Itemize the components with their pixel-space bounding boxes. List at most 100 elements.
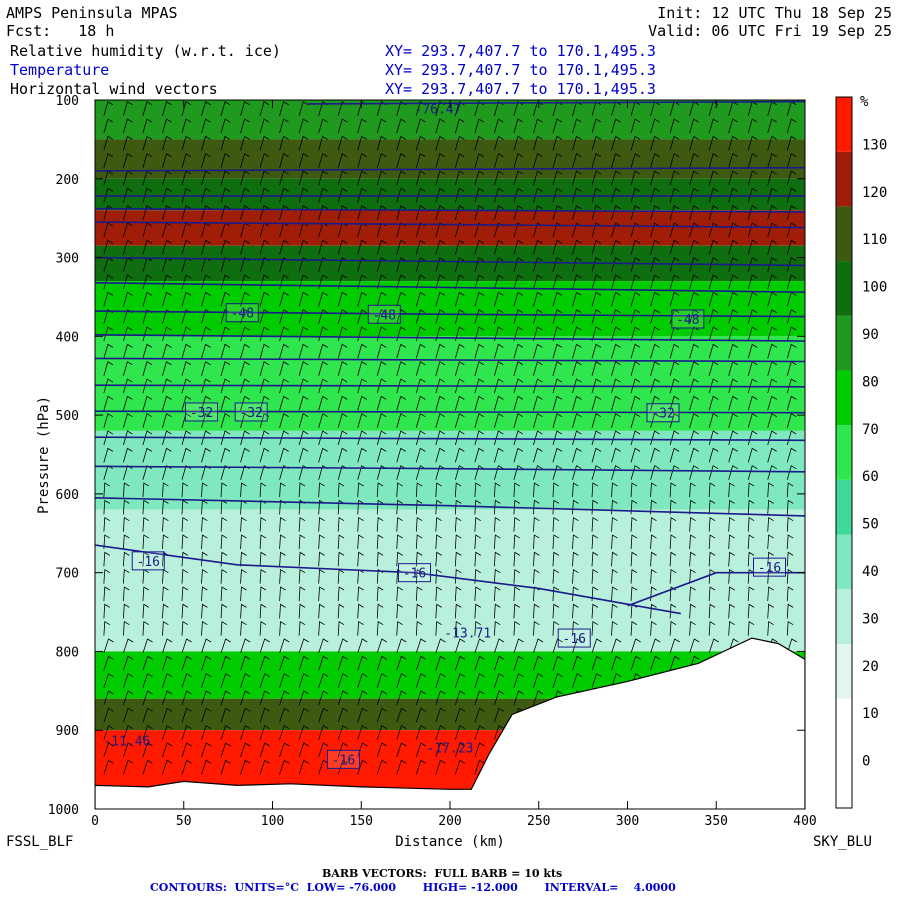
wind-barb-1277	[435, 707, 446, 723]
colorbar-tick-label-3: 30	[862, 611, 879, 627]
wind-barb-169	[591, 170, 602, 186]
wind-barb-1209	[513, 673, 524, 688]
wind-barb-8	[259, 101, 270, 116]
wind-barb-491	[552, 326, 563, 342]
wind-barb-875	[318, 517, 325, 532]
wind-barb-800	[259, 482, 267, 498]
wind-barb-166	[533, 170, 543, 186]
wind-barb-745	[591, 447, 602, 463]
wind-barb-1142	[611, 638, 622, 654]
wind-barb-916	[415, 534, 423, 550]
wind-barb-903	[162, 534, 169, 550]
wind-barb-1372	[181, 759, 192, 775]
wind-barb-906	[220, 534, 228, 550]
wind-barb-876	[337, 517, 345, 532]
wind-barb-953	[435, 551, 442, 567]
wind-barb-844	[415, 499, 423, 515]
wind-barb-108	[103, 153, 114, 168]
wind-barb-1173	[513, 655, 524, 671]
wind-barb-1112	[728, 621, 735, 636]
wind-barb-282	[689, 222, 699, 238]
wind-barb-39	[162, 118, 172, 134]
wind-barb-98	[611, 135, 621, 151]
temperature-contour-14	[95, 497, 805, 517]
wind-barb-1108	[650, 621, 657, 636]
wind-barb-1078	[767, 603, 774, 619]
wind-barb-1387	[474, 759, 485, 775]
wind-barb-181	[123, 187, 133, 203]
wind-barb-1105	[591, 621, 599, 636]
wind-barb-1082	[142, 621, 150, 636]
corner-label-right: SKY_BLU	[813, 834, 872, 850]
wind-barb-189	[279, 187, 289, 203]
wind-barb-1034	[611, 586, 618, 602]
wind-barb-867	[162, 517, 169, 532]
wind-barb-183	[162, 187, 172, 203]
wind-barb-970	[767, 551, 774, 567]
wind-barb-1065	[513, 603, 521, 619]
wind-barb-421	[591, 291, 602, 307]
wind-barb-965	[669, 551, 677, 567]
wind-barb-384	[572, 274, 582, 290]
wind-barb-192	[337, 187, 348, 203]
wind-barb-516	[337, 343, 348, 359]
wind-barb-989	[435, 569, 442, 584]
wind-barb-128	[493, 153, 504, 168]
wind-barb-1153	[123, 655, 134, 671]
wind-barb-711	[630, 430, 641, 446]
wind-barb-65	[669, 118, 680, 134]
colorbar-tick-label-8: 80	[862, 374, 879, 390]
wind-barb-945	[279, 551, 286, 567]
wind-barb-1334	[142, 742, 153, 758]
wind-barb-993	[513, 569, 521, 584]
wind-barb-700	[415, 430, 426, 446]
wind-barb-1371	[162, 759, 173, 775]
wind-barb-1234	[298, 690, 309, 706]
wind-barb-658	[298, 413, 309, 428]
wind-barb-1195	[240, 673, 251, 688]
colorbar-tick-label-9: 90	[862, 327, 879, 343]
temperature-contour-16	[627, 571, 805, 607]
wind-barb-1229	[201, 690, 212, 706]
wind-barb-750	[689, 447, 699, 463]
wind-barb-115	[240, 153, 250, 168]
wind-barb-566	[611, 361, 621, 376]
wind-barb-720	[103, 447, 114, 463]
wind-barb-1014	[220, 586, 228, 602]
wind-barb-1338	[220, 742, 231, 758]
wind-barb-674	[611, 413, 621, 428]
wind-barb-1022	[376, 586, 384, 602]
wind-barb-243	[630, 205, 641, 220]
wind-barb-155	[318, 170, 328, 186]
wind-barb-395	[786, 274, 797, 290]
wind-barb-840	[337, 499, 345, 515]
wind-barb-353	[669, 257, 680, 272]
wind-barb-522	[454, 343, 465, 359]
wind-barb-927	[630, 534, 638, 550]
wind-barb-1341	[279, 742, 290, 758]
wind-barb-294	[220, 239, 231, 255]
wind-barb-604	[650, 378, 660, 394]
wind-barb-600	[572, 378, 582, 394]
wind-barb-73	[123, 135, 133, 151]
wind-barb-265	[357, 222, 367, 238]
wind-barb-402	[220, 291, 231, 307]
wind-barb-83	[318, 135, 328, 151]
wind-barb-1351	[474, 742, 485, 758]
wind-barb-508	[181, 343, 192, 359]
wind-barb-400	[181, 291, 192, 307]
wind-barb-1307	[318, 725, 329, 740]
wind-barb-60	[572, 118, 582, 134]
wind-barb-785	[669, 465, 680, 480]
wind-barb-1069	[591, 603, 599, 619]
wind-barb-217	[123, 205, 133, 220]
wind-barb-681	[747, 413, 758, 428]
wind-barb-818	[611, 482, 618, 498]
wind-barb-493	[591, 326, 602, 342]
wind-barb-1053	[279, 603, 286, 619]
wind-barb-1056	[337, 603, 345, 619]
wind-barb-995	[552, 569, 560, 584]
wind-barb-451	[474, 309, 485, 324]
wind-barb-518	[376, 343, 387, 359]
wind-barb-977	[201, 569, 208, 584]
